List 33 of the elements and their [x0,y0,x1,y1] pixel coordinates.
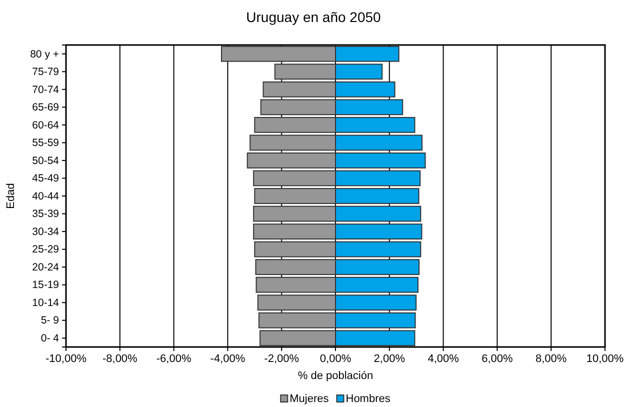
y-tick-label: 20-24 [32,261,60,274]
y-axis-title: Edad [5,183,17,209]
x-tick-label: -6,00% [156,352,192,365]
x-tick-label: 6,00% [482,352,514,365]
y-tick-label: 10-14 [32,296,60,309]
y-tick-label: 75-79 [32,66,60,78]
y-tick-label: 5- 9 [40,314,60,327]
y-tick-label: 0- 4 [40,332,60,344]
chart-title: Uruguay en año 2050 [246,9,382,25]
x-tick-label: 10,00% [586,352,624,365]
y-tick-label: 70-74 [32,84,60,96]
x-tick-label: 8,00% [536,352,567,365]
x-tick-label: -2,00% [264,352,300,365]
x-tick-label: -8,00% [102,352,138,365]
y-tick-label: 25-29 [32,244,60,256]
y-tick-label: 35-39 [32,208,60,220]
x-tick-label: -4,00% [210,352,246,365]
y-tick-label: 50-54 [32,154,60,167]
y-tick-label: 80 y + [30,48,59,60]
x-tick-label: 0,00% [320,352,352,365]
y-tick-label: 65-69 [32,102,60,114]
legend-label: Mujeres [290,393,330,405]
y-tick-label: 15-19 [32,279,60,292]
y-tick-label: 40-44 [32,190,60,202]
y-tick-label: 30-34 [32,226,60,238]
x-tick-label: -10,00% [46,352,87,365]
y-tick-label: 45-49 [32,172,60,185]
x-tick-label: 4,00% [428,352,460,365]
y-tick-label: 55-59 [32,137,60,150]
x-tick-label: 2,00% [374,352,406,365]
y-tick-label: 60-64 [32,119,60,132]
x-axis-title: % de población [298,370,374,382]
legend-label: Hombres [346,393,391,405]
